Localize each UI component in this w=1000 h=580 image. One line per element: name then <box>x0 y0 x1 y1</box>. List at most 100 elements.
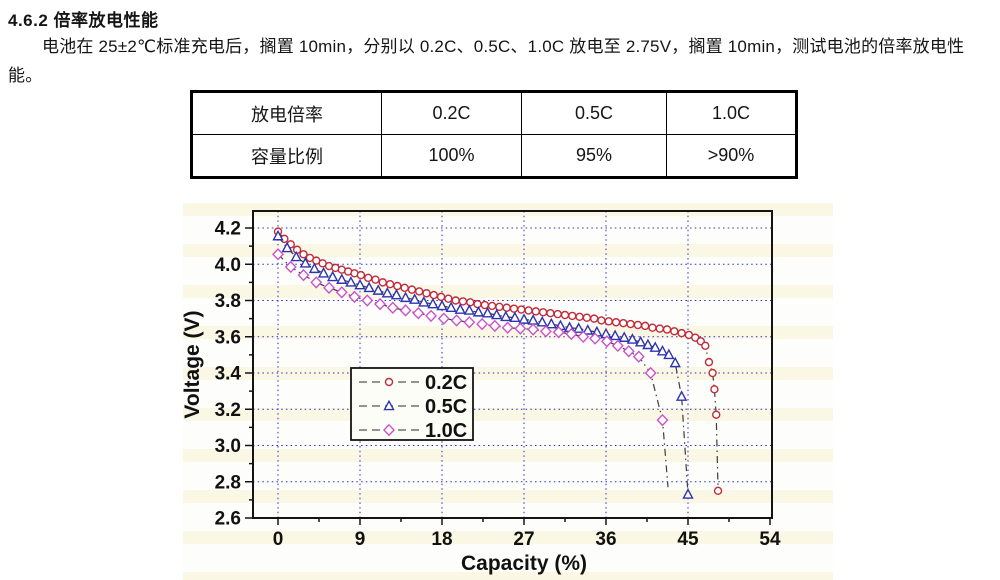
legend-label: 0.5C <box>425 396 467 418</box>
diamond-marker <box>488 319 501 333</box>
diamond-marker <box>632 350 645 363</box>
diamond-marker <box>501 321 514 334</box>
circle-marker <box>648 323 657 332</box>
circle-marker <box>604 317 613 326</box>
diamond-marker <box>463 316 476 329</box>
series-0.2C <box>273 227 723 496</box>
circle-marker <box>422 289 431 298</box>
y-tick-label: 2.6 <box>215 509 241 530</box>
triangle-marker <box>390 288 403 300</box>
table-cell: 95% <box>521 134 667 178</box>
diamond-marker <box>425 309 438 323</box>
x-tick-label: 27 <box>513 529 534 550</box>
diamond-marker <box>437 312 450 325</box>
circle-marker <box>611 318 621 327</box>
diamond-marker <box>600 335 613 348</box>
diamond-marker <box>323 281 335 295</box>
triangle-marker <box>345 276 357 287</box>
triangle-marker <box>399 291 412 303</box>
triangle-marker <box>545 317 557 329</box>
diamond-marker <box>476 317 489 331</box>
triangle-marker <box>372 284 384 295</box>
diamond-marker <box>552 326 565 339</box>
series-1.0C <box>272 248 669 488</box>
diamond-marker <box>589 332 602 345</box>
diamond-marker <box>412 306 425 320</box>
triangle-marker <box>527 314 539 325</box>
circle-marker <box>575 312 584 322</box>
circle-marker <box>701 341 710 351</box>
circle-marker <box>384 377 394 387</box>
triangle-marker <box>656 344 669 356</box>
legend-label: 0.2C <box>425 372 467 394</box>
diamond-marker <box>514 322 527 335</box>
diamond-marker <box>297 268 310 282</box>
triangle-marker <box>536 315 548 327</box>
triangle-marker <box>500 310 512 322</box>
triangle-marker <box>281 241 293 253</box>
x-tick-label: 45 <box>677 529 699 550</box>
circle-marker <box>436 292 446 302</box>
x-tick-label: 36 <box>595 529 616 550</box>
circle-marker <box>619 318 628 328</box>
table-row-values: 容量比例 100% 95% >90% <box>191 134 797 178</box>
series-0.5C <box>272 229 694 499</box>
rate-table: 放电倍率 0.2C 0.5C 1.0C 容量比例 100% 95% >90% <box>190 90 798 179</box>
triangle-marker <box>445 301 457 313</box>
axis-ticks <box>245 227 771 525</box>
circle-marker <box>640 321 650 331</box>
circle-marker <box>712 410 721 419</box>
triangle-marker <box>649 341 661 352</box>
y-tick-label: 3.4 <box>215 364 242 385</box>
circle-marker <box>299 250 308 259</box>
diamond-marker <box>383 423 395 437</box>
y-tick-label: 3.0 <box>215 436 241 457</box>
diamond-marker <box>611 339 624 353</box>
x-tick-label: 54 <box>759 529 781 550</box>
gridlines <box>253 211 772 518</box>
circle-marker <box>655 324 664 333</box>
triangle-marker <box>481 306 494 318</box>
diamond-marker <box>622 345 635 358</box>
circle-marker <box>546 308 555 318</box>
circle-marker <box>704 357 714 367</box>
circle-marker <box>429 290 438 300</box>
circle-marker <box>589 314 599 323</box>
triangle-marker <box>272 229 284 241</box>
y-tick-label: 2.8 <box>215 472 241 493</box>
triangle-marker <box>354 278 366 290</box>
diamond-marker <box>577 330 590 343</box>
diamond-marker <box>565 327 578 341</box>
circle-marker <box>517 305 526 314</box>
triangle-marker <box>490 308 503 320</box>
circle-marker <box>713 486 723 496</box>
circle-marker <box>633 320 643 330</box>
triangle-marker <box>582 324 594 335</box>
rate-discharge-figure: 0 9 18 27 36 45 54 2.6 2.8 3.0 3.2 3.4 3.6 3.8 4.0 4.2 C… <box>183 203 833 580</box>
diamond-marker <box>644 366 657 380</box>
legend: 0.2C0.5C1.0C <box>350 367 474 442</box>
y-tick-label: 3.6 <box>215 327 241 348</box>
discharge-chart: 0 9 18 27 36 45 54 2.6 2.8 3.0 3.2 3.4 3.6 3.8 4.0 4.2 C… <box>183 210 781 575</box>
section-paragraph: 电池在 25±2℃标准充电后，搁置 10min，分别以 0.2C、0.5C、1.… <box>8 37 965 85</box>
diamond-marker <box>310 276 323 289</box>
diamond-marker <box>450 314 463 327</box>
circle-marker <box>626 319 635 329</box>
table-cell: 容量比例 <box>191 134 382 178</box>
x-tick-label: 9 <box>355 529 366 550</box>
triangle-marker <box>642 338 654 350</box>
circle-marker <box>378 278 387 287</box>
table-cell: 1.0C <box>666 91 797 135</box>
triangle-marker <box>381 286 394 298</box>
triangle-marker <box>675 390 688 401</box>
triangle-marker <box>317 267 330 278</box>
diamond-marker <box>335 286 348 299</box>
triangle-marker <box>663 348 675 360</box>
triangle-marker <box>572 322 585 333</box>
y-tick-label: 3.2 <box>215 400 241 421</box>
y-tick-label: 3.8 <box>215 291 241 312</box>
circle-marker <box>502 303 511 312</box>
circle-marker <box>407 285 417 294</box>
legend-box <box>350 367 474 441</box>
